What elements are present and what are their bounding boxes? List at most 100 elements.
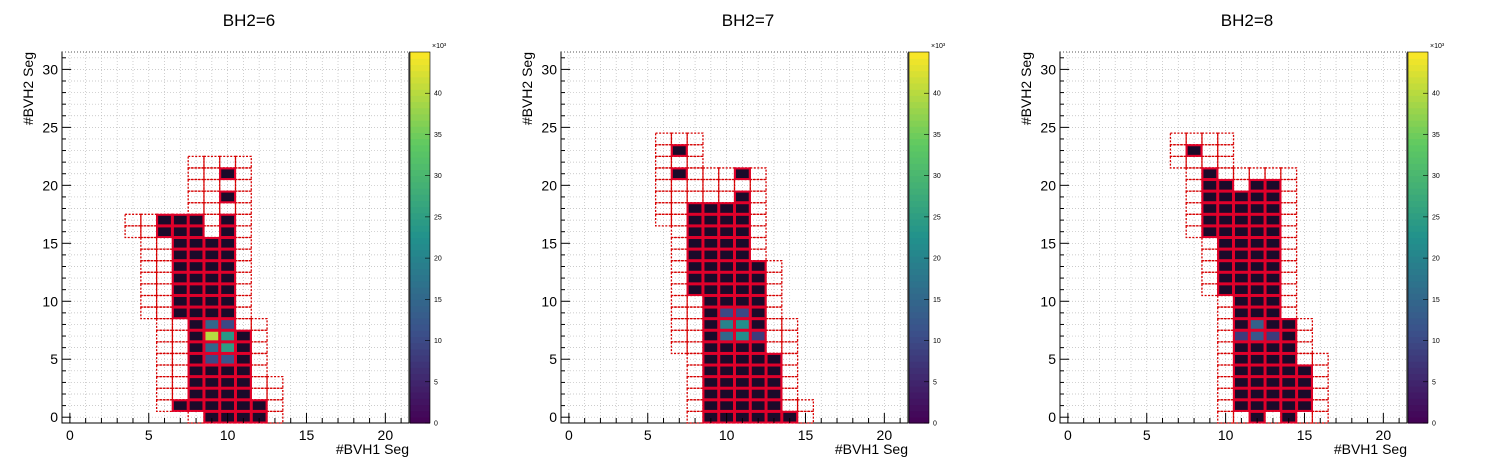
colorbar-tick-label: 25 (933, 214, 941, 221)
colorbar-segment (909, 373, 929, 381)
outline-bin (1217, 132, 1235, 146)
colorbar-segment (410, 324, 430, 331)
colorbar-segment (909, 392, 929, 399)
colorbar-segment (410, 126, 430, 133)
outline-bin (250, 318, 268, 331)
heatmap-bin (702, 376, 720, 389)
colorbar-segment (1408, 274, 1428, 282)
colorbar-segment (410, 268, 430, 276)
colorbar-segment (410, 113, 430, 121)
heatmap-bin (1280, 329, 1298, 343)
colorbar-segment (909, 64, 929, 72)
heatmap-bin (171, 283, 189, 296)
heatmap-bin (702, 248, 720, 262)
y-tick-label: 20 (1040, 177, 1056, 193)
colorbar-segment (410, 330, 430, 338)
heatmap-bin (235, 364, 252, 378)
colorbar-segment (410, 169, 430, 177)
x-axis-label: #BVH1 Seg (336, 441, 409, 457)
colorbar-segment (410, 206, 430, 214)
heatmap-bin (1233, 271, 1250, 285)
x-tick-label: 10 (220, 427, 236, 443)
heatmap-bin (1217, 202, 1235, 215)
colorbar-segment (1408, 89, 1428, 96)
heatmap-bin (1264, 399, 1282, 412)
colorbar-exponent: ×10³ (432, 43, 447, 50)
heatmap-bin (1264, 329, 1282, 343)
colorbar-segment (1408, 348, 1428, 356)
colorbar-segment (410, 144, 430, 152)
colorbar-tick-label: 15 (1432, 297, 1440, 304)
heatmap-bin (187, 260, 205, 273)
colorbar-segment (909, 225, 929, 232)
colorbar-segment (1408, 175, 1428, 183)
y-tick-label: 5 (50, 351, 58, 367)
heatmap-bin (203, 318, 221, 331)
colorbar-segment (909, 367, 929, 375)
outline-bin (686, 132, 704, 146)
colorbar-segment (1408, 132, 1428, 140)
heatmap-bin (718, 248, 736, 262)
heatmap-bin (1264, 352, 1282, 366)
heatmap-bin (187, 237, 205, 250)
colorbar-segment (909, 76, 929, 84)
heatmap-bin (734, 190, 751, 204)
heatmap-bin (702, 329, 720, 343)
outline-bin (187, 155, 205, 169)
heatmap-bin (1248, 364, 1266, 378)
colorbar-segment (909, 243, 929, 251)
heatmap-bin (734, 271, 751, 285)
y-tick-label: 15 (1040, 235, 1056, 251)
colorbar-segment (1408, 373, 1428, 381)
colorbar-segment (410, 373, 430, 381)
heatmap-bin (734, 341, 751, 354)
colorbar-segment (410, 361, 430, 368)
colorbar-segment (410, 194, 430, 201)
colorbar-tick-label: 0 (434, 421, 438, 428)
heatmap-bin (1264, 318, 1282, 331)
colorbar-tick-label: 35 (933, 132, 941, 139)
heatmap-bin (235, 341, 252, 354)
colorbar-segment (909, 342, 929, 350)
y-tick-label: 5 (549, 351, 557, 367)
x-tick-label: 15 (299, 427, 315, 443)
colorbar-segment (1408, 286, 1428, 294)
heatmap-bin (187, 387, 205, 401)
colorbar-segment (410, 237, 430, 245)
heatmap-bin (718, 399, 736, 412)
colorbar-segment (1408, 367, 1428, 375)
heatmap-bin (1217, 213, 1235, 227)
heatmap-bin (1233, 341, 1250, 354)
heatmap-bin (718, 329, 736, 343)
colorbar-tick-label: 40 (434, 91, 442, 98)
heatmap-bin (734, 202, 751, 215)
heatmap-bin (1233, 387, 1250, 401)
colorbar-segment (909, 52, 929, 59)
heatmap-bin (1248, 271, 1266, 285)
heatmap-bin (156, 225, 173, 238)
colorbar-tick-label: 35 (1432, 132, 1440, 139)
colorbar-segment (1408, 237, 1428, 245)
heatmap-bin (203, 248, 221, 262)
colorbar-segment (410, 58, 430, 65)
colorbar-segment (909, 107, 929, 115)
y-axis-label: #BVH2 Seg (20, 52, 36, 125)
outline-bin (781, 318, 799, 331)
colorbar-segment (1408, 243, 1428, 251)
heatmap-bin (702, 318, 720, 331)
colorbar-segment (909, 410, 929, 418)
heatmap-bin (1217, 190, 1235, 204)
colorbar-segment (1408, 58, 1428, 65)
heatmap-bin (1248, 179, 1266, 192)
heatmap-bin (1264, 294, 1282, 308)
colorbar-segment (410, 82, 430, 90)
colorbar-segment (410, 212, 430, 220)
heatmap-bin (734, 213, 751, 227)
heatmap-bin (1248, 306, 1266, 320)
heatmap-bin (1248, 294, 1266, 308)
heatmap-bin (749, 376, 767, 389)
x-tick-label: 0 (565, 427, 573, 443)
colorbar-segment (1408, 144, 1428, 152)
colorbar-segment (410, 76, 430, 84)
x-tick-label: 5 (145, 427, 153, 443)
